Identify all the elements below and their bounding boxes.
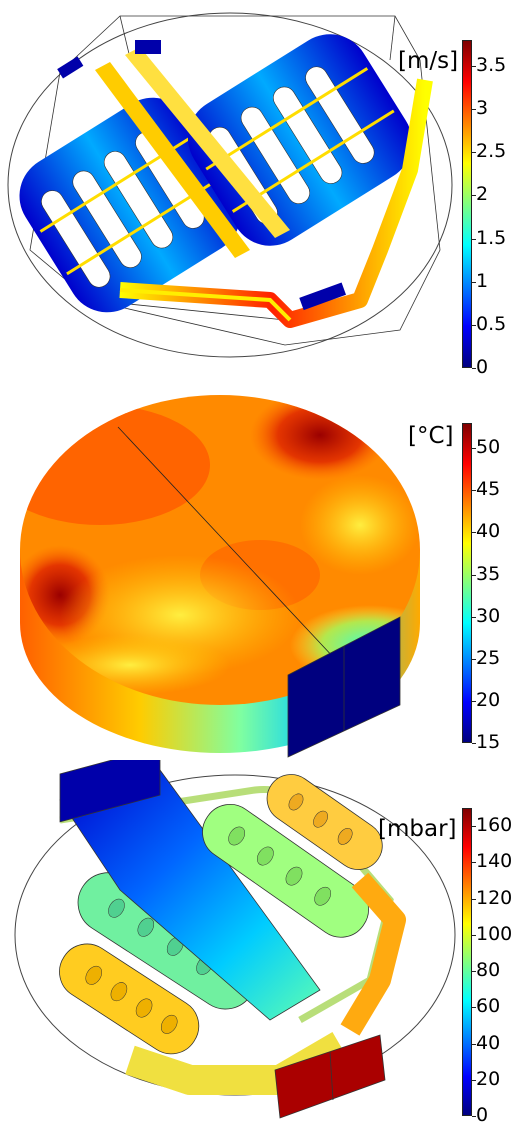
temperature-tick-label: 40 xyxy=(476,520,501,543)
velocity-tick-mark xyxy=(472,368,476,369)
velocity-unit-label: [m/s] xyxy=(398,48,459,74)
temperature-colorbar xyxy=(462,423,472,743)
velocity-left-channels xyxy=(19,97,241,313)
pressure-tick-label: 160 xyxy=(476,814,513,837)
pressure-tick-label: 120 xyxy=(476,886,513,909)
pressure-panel: [mbar] 160 140 120 100 80 60 40 20 0 xyxy=(0,760,516,1126)
velocity-center-channels xyxy=(95,47,290,258)
pressure-tick-mark xyxy=(472,1079,476,1081)
pressure-unit-label: [mbar] xyxy=(378,816,457,842)
pressure-far-right-block xyxy=(266,774,383,870)
velocity-inlet-block-2 xyxy=(135,40,161,54)
temperature-tick-label: 15 xyxy=(476,731,501,753)
velocity-tick-mark xyxy=(472,65,476,67)
velocity-tick-mark xyxy=(472,281,476,283)
velocity-tick-label: 1 xyxy=(476,269,489,292)
temperature-tick-label: 50 xyxy=(476,436,501,459)
pressure-left-block xyxy=(59,943,200,1055)
velocity-tick-mark xyxy=(472,152,476,154)
velocity-tick-mark xyxy=(472,324,476,326)
temperature-tick-mark xyxy=(472,700,476,702)
temperature-field-plot xyxy=(20,395,420,758)
pressure-outlet-block xyxy=(274,1034,386,1119)
pressure-right-block xyxy=(202,804,369,938)
temperature-tick-label: 25 xyxy=(476,646,501,669)
velocity-field-plot xyxy=(7,12,453,358)
pressure-tick-label: 140 xyxy=(476,850,513,873)
velocity-tick-label: 3 xyxy=(476,97,489,120)
pressure-tick-mark xyxy=(472,898,476,900)
pressure-field-plot xyxy=(14,760,456,1119)
temperature-tick-label: 20 xyxy=(476,688,501,711)
velocity-tick-label: 2.5 xyxy=(476,140,507,163)
velocity-tick-label: 1.5 xyxy=(476,226,507,249)
pressure-inlet-block xyxy=(59,760,161,823)
pressure-tick-mark xyxy=(472,1043,476,1045)
pressure-tick-mark xyxy=(472,862,476,864)
pressure-tick-mark xyxy=(472,971,476,973)
velocity-tick-label: 3.5 xyxy=(476,53,507,76)
temperature-tick-mark xyxy=(472,616,476,618)
temperature-tick-mark xyxy=(472,574,476,576)
pressure-tick-label: 80 xyxy=(476,959,501,982)
velocity-colorbar xyxy=(462,40,472,368)
velocity-inlet-block xyxy=(57,56,84,79)
pressure-tick-label: 0 xyxy=(476,1104,489,1126)
pressure-tick-mark xyxy=(472,1116,476,1117)
velocity-tick-label: 0.5 xyxy=(476,312,507,335)
velocity-tick-mark xyxy=(472,109,476,111)
velocity-outlet-channel xyxy=(119,78,433,328)
temperature-tick-mark xyxy=(472,743,476,744)
velocity-tick-mark xyxy=(472,195,476,197)
pressure-tick-mark xyxy=(472,1007,476,1009)
pressure-tick-mark xyxy=(472,826,476,828)
velocity-outlet-block xyxy=(299,282,347,311)
pressure-tick-mark xyxy=(472,934,476,936)
temperature-tick-mark xyxy=(472,490,476,492)
velocity-tick-mark xyxy=(472,238,476,240)
pressure-tick-label: 20 xyxy=(476,1067,501,1090)
temperature-tick-mark xyxy=(472,532,476,534)
temperature-unit-label: [°C] xyxy=(408,423,454,449)
temperature-tick-label: 30 xyxy=(476,604,501,627)
pressure-tick-label: 60 xyxy=(476,995,501,1018)
velocity-tick-label: 0 xyxy=(476,356,489,378)
temperature-tick-mark xyxy=(472,448,476,450)
velocity-tick-label: 2 xyxy=(476,183,489,206)
pressure-colorbar xyxy=(462,808,472,1116)
temperature-tick-mark xyxy=(472,658,476,660)
velocity-panel: [m/s] 3.5 3 2.5 2 1.5 1 0.5 0 xyxy=(0,0,516,378)
temperature-tick-label: 35 xyxy=(476,562,501,585)
temperature-tick-label: 45 xyxy=(476,478,501,501)
pressure-tick-label: 100 xyxy=(476,922,513,945)
temperature-panel: [°C] 50 45 40 35 30 25 20 15 xyxy=(0,375,516,760)
pressure-tick-label: 40 xyxy=(476,1031,501,1054)
